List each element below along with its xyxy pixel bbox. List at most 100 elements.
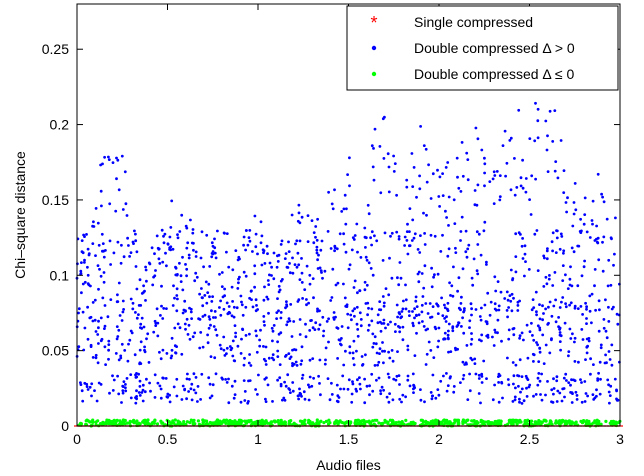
- blue-point: [185, 397, 189, 401]
- blue-point: [596, 172, 600, 176]
- green-point: [272, 419, 276, 423]
- blue-point: [93, 318, 97, 322]
- blue-point: [251, 250, 254, 253]
- blue-point: [298, 239, 302, 243]
- blue-point: [447, 247, 451, 251]
- blue-point: [314, 235, 317, 239]
- blue-point: [290, 213, 294, 217]
- blue-point: [582, 265, 586, 269]
- blue-point: [558, 340, 562, 343]
- blue-point: [607, 305, 610, 309]
- green-point: [327, 418, 331, 422]
- blue-point: [350, 400, 354, 404]
- blue-point: [94, 254, 97, 257]
- blue-point: [382, 301, 386, 305]
- blue-point: [403, 244, 406, 247]
- blue-point: [530, 174, 534, 178]
- blue-point: [449, 375, 452, 378]
- blue-point: [480, 148, 484, 152]
- blue-point: [514, 363, 518, 367]
- blue-point: [378, 352, 381, 355]
- blue-point: [248, 296, 252, 300]
- blue-point: [607, 258, 611, 262]
- blue-point: [400, 310, 404, 313]
- blue-point: [194, 391, 198, 395]
- blue-point: [424, 147, 428, 151]
- blue-point: [480, 333, 484, 337]
- blue-point: [111, 389, 115, 392]
- blue-point: [156, 321, 160, 325]
- blue-point: [365, 258, 369, 262]
- blue-point: [591, 222, 594, 226]
- blue-point: [518, 334, 522, 338]
- blue-point: [477, 232, 481, 236]
- blue-point: [291, 381, 295, 384]
- blue-point: [198, 292, 202, 296]
- blue-point: [408, 384, 412, 388]
- blue-point: [485, 377, 488, 380]
- green-point: [172, 421, 176, 425]
- blue-point: [370, 307, 374, 311]
- blue-point: [162, 307, 166, 310]
- blue-point: [268, 273, 271, 277]
- blue-point: [129, 373, 133, 376]
- green-point: [118, 419, 122, 423]
- blue-point: [109, 263, 112, 266]
- blue-point: [436, 312, 440, 315]
- blue-point: [433, 234, 437, 238]
- blue-point: [567, 350, 571, 353]
- blue-point: [307, 398, 311, 402]
- blue-point: [527, 385, 531, 389]
- blue-point: [585, 305, 588, 309]
- blue-point: [100, 337, 104, 341]
- blue-point: [590, 219, 594, 222]
- blue-point: [593, 268, 597, 271]
- blue-point: [300, 215, 304, 219]
- blue-point: [492, 344, 496, 347]
- blue-point: [612, 263, 615, 267]
- blue-point: [393, 322, 397, 326]
- blue-point: [312, 241, 316, 245]
- blue-point: [419, 125, 422, 128]
- blue-point: [512, 327, 516, 330]
- blue-point: [423, 232, 426, 235]
- blue-point: [410, 152, 414, 155]
- blue-point: [254, 232, 258, 236]
- blue-point: [513, 398, 517, 402]
- blue-point: [94, 330, 98, 333]
- blue-point: [106, 315, 110, 319]
- green-point: [211, 421, 215, 425]
- blue-point: [498, 174, 502, 178]
- blue-point: [300, 281, 304, 284]
- blue-point: [230, 314, 234, 318]
- blue-point: [534, 177, 537, 181]
- blue-point: [470, 358, 474, 362]
- blue-point: [366, 328, 370, 332]
- blue-point: [308, 273, 312, 277]
- blue-point: [129, 297, 133, 301]
- blue-point: [348, 351, 352, 355]
- blue-point: [592, 398, 596, 401]
- blue-point: [227, 401, 231, 405]
- blue-point: [425, 213, 428, 217]
- blue-point: [79, 381, 82, 384]
- blue-point: [373, 127, 377, 131]
- green-point: [155, 422, 160, 426]
- blue-point: [497, 308, 501, 312]
- blue-point: [455, 325, 459, 328]
- green-point: [85, 418, 89, 422]
- blue-point: [363, 377, 366, 381]
- blue-point: [497, 381, 500, 384]
- blue-point: [192, 372, 196, 376]
- blue-point: [355, 305, 359, 309]
- blue-point: [248, 239, 252, 243]
- blue-point: [222, 231, 226, 235]
- blue-point: [233, 393, 237, 396]
- blue-point: [552, 387, 556, 390]
- blue-point: [153, 396, 157, 399]
- blue-point: [467, 243, 471, 247]
- blue-point: [315, 248, 319, 252]
- blue-point: [327, 190, 330, 194]
- green-point: [399, 422, 403, 426]
- blue-point: [344, 250, 348, 254]
